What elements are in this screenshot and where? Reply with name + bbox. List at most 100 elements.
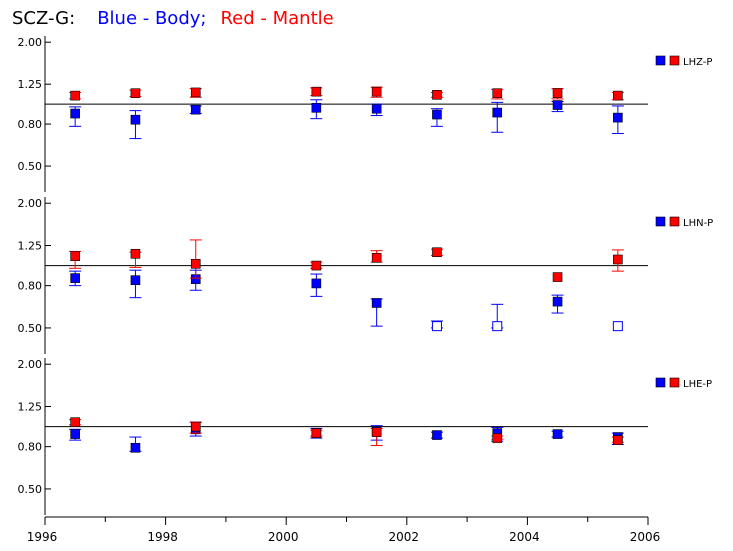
x-tick-label: 2006: [630, 530, 661, 544]
mantle-point: [430, 90, 443, 100]
mantle-point: [69, 90, 82, 101]
body-marker: [70, 429, 80, 439]
body-point: [611, 105, 624, 134]
y-tick-label: 1.25: [18, 401, 43, 414]
body-point: [551, 429, 564, 439]
body-point: [551, 100, 564, 113]
y-tick-label: 2.00: [18, 36, 43, 49]
legend-mantle-marker: [669, 216, 680, 227]
x-tick-label: 1996: [27, 530, 58, 544]
body-point: [491, 101, 504, 133]
y-tick-label: 2.00: [18, 197, 43, 210]
body-marker-open: [492, 321, 503, 332]
body-point: [129, 269, 142, 299]
mantle-point: [189, 421, 202, 434]
body-marker: [432, 109, 442, 120]
mantle-marker: [70, 90, 80, 101]
body-point: [551, 294, 564, 314]
mantle-marker: [432, 247, 442, 258]
body-point: [129, 110, 142, 140]
mantle-marker: [70, 251, 80, 261]
mantle-marker: [432, 90, 442, 100]
mantle-point: [189, 87, 202, 98]
y-tick-label: 0.50: [18, 322, 43, 335]
body-marker: [130, 275, 141, 285]
mantle-point: [491, 88, 504, 100]
legend-label: LHZ-P: [683, 57, 712, 68]
mantle-marker: [130, 248, 141, 259]
body-marker: [311, 278, 322, 289]
body-point: [310, 273, 323, 297]
body-marker: [552, 296, 563, 307]
legend-mantle-marker: [669, 377, 680, 388]
x-tick-label: 2004: [509, 530, 540, 544]
body-marker: [70, 108, 80, 119]
title-part-2: Red - Mantle: [220, 8, 333, 29]
legend-label: LHN-P: [683, 218, 713, 229]
mantle-point: [370, 427, 383, 447]
body-point: [430, 430, 443, 440]
mantle-marker: [371, 427, 382, 437]
body-marker: [371, 103, 382, 114]
mantle-point: [611, 435, 624, 445]
body-point: [491, 303, 504, 332]
body-marker: [371, 298, 382, 308]
body-point: [430, 320, 443, 332]
body-marker: [311, 102, 322, 113]
mantle-marker: [492, 88, 503, 99]
mantle-point: [370, 86, 383, 98]
mantle-marker: [613, 435, 623, 445]
body-point: [370, 103, 383, 117]
y-tick-label: 2.00: [18, 358, 43, 371]
panel-lhe-p: 2.00 1.25 0.80 0.50 LHE-P: [18, 358, 712, 515]
mantle-point: [430, 247, 443, 258]
mantle-point: [69, 250, 82, 269]
mantle-marker: [190, 258, 201, 269]
body-point: [69, 106, 82, 127]
mantle-point: [310, 260, 323, 271]
legend-label: LHE-P: [683, 379, 712, 390]
title-part-1: Blue - Body;: [97, 8, 206, 29]
title-part-0: SCZ-G:: [12, 8, 75, 29]
mantle-marker: [613, 90, 623, 101]
mantle-marker: [371, 86, 382, 97]
mantle-marker: [613, 254, 623, 265]
body-marker-open: [431, 321, 442, 332]
mantle-point: [552, 272, 563, 282]
x-tick-label: 2002: [389, 530, 420, 544]
body-marker-open: [612, 321, 623, 332]
legend-body-marker: [655, 377, 666, 388]
body-point: [69, 270, 82, 287]
y-tick-label: 0.80: [18, 280, 43, 293]
body-marker: [492, 107, 503, 118]
mantle-point: [129, 248, 142, 268]
mantle-marker: [552, 272, 563, 282]
panel-lhn-p: 2.00 1.25 0.80 0.50 LHN-P: [18, 197, 713, 354]
body-point: [189, 104, 202, 115]
chart-panels: 2.00 1.25 0.80 0.50 LHZ-P 2.00 1.25 0.80 0.50 LHN…: [18, 36, 713, 515]
y-tick-label: 0.50: [18, 483, 43, 496]
mantle-point: [310, 428, 323, 438]
body-marker: [130, 114, 141, 125]
mantle-point: [189, 239, 202, 279]
mantle-marker: [311, 86, 322, 97]
body-marker: [613, 112, 623, 123]
body-point: [612, 321, 623, 332]
body-point: [370, 298, 383, 327]
panel-lhz-p: 2.00 1.25 0.80 0.50 LHZ-P: [18, 36, 712, 192]
body-point: [129, 436, 142, 453]
body-marker: [190, 104, 201, 115]
mantle-point: [611, 90, 624, 101]
mantle-marker: [311, 428, 322, 438]
mantle-marker: [371, 253, 382, 263]
x-axis: 1996 1998 2000 2002 2004 2006: [27, 516, 661, 544]
body-point: [310, 99, 323, 120]
y-tick-label: 0.50: [18, 160, 43, 173]
body-marker: [432, 430, 442, 440]
legend-body-marker: [655, 55, 666, 66]
body-marker: [130, 442, 141, 453]
mantle-marker: [190, 421, 201, 432]
mantle-marker: [130, 88, 141, 99]
body-marker: [552, 429, 563, 439]
